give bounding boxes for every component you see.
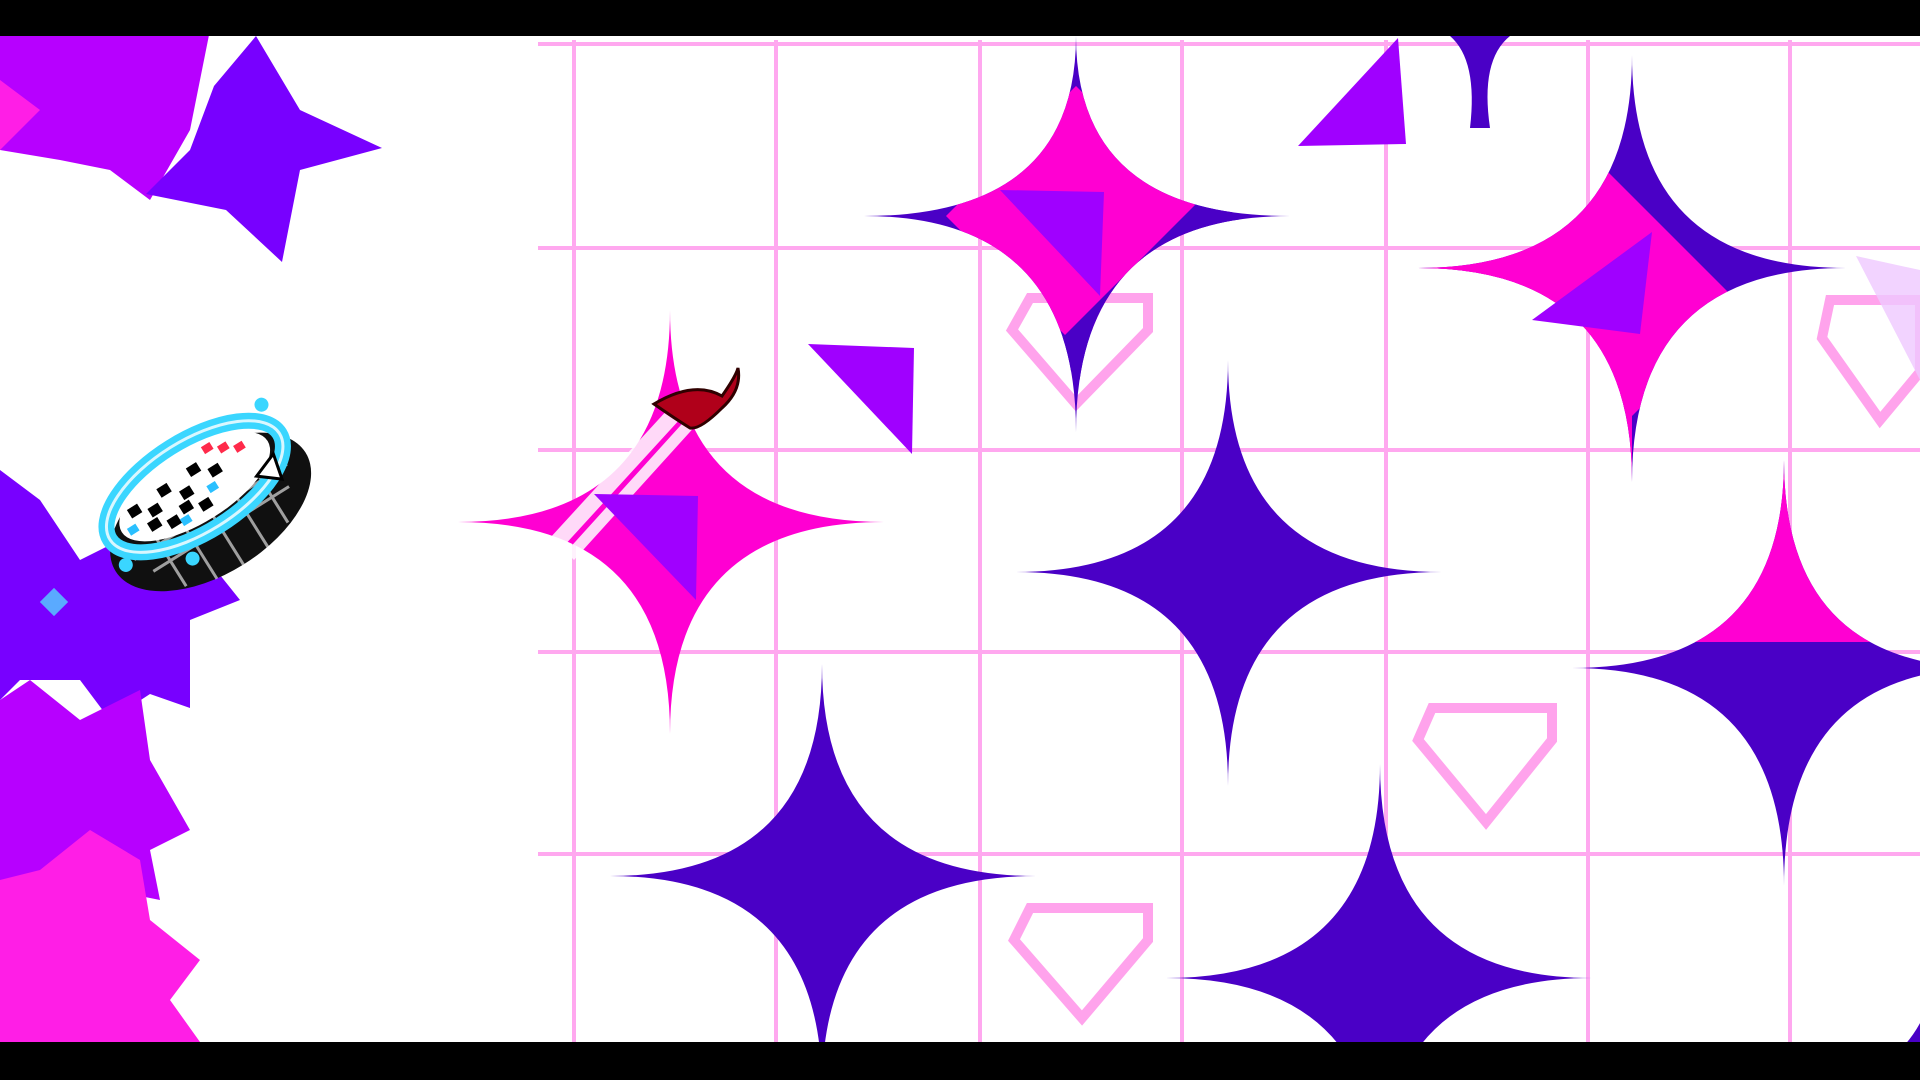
- letterbox-top: [0, 0, 1920, 36]
- letterbox-bottom: [0, 1042, 1920, 1080]
